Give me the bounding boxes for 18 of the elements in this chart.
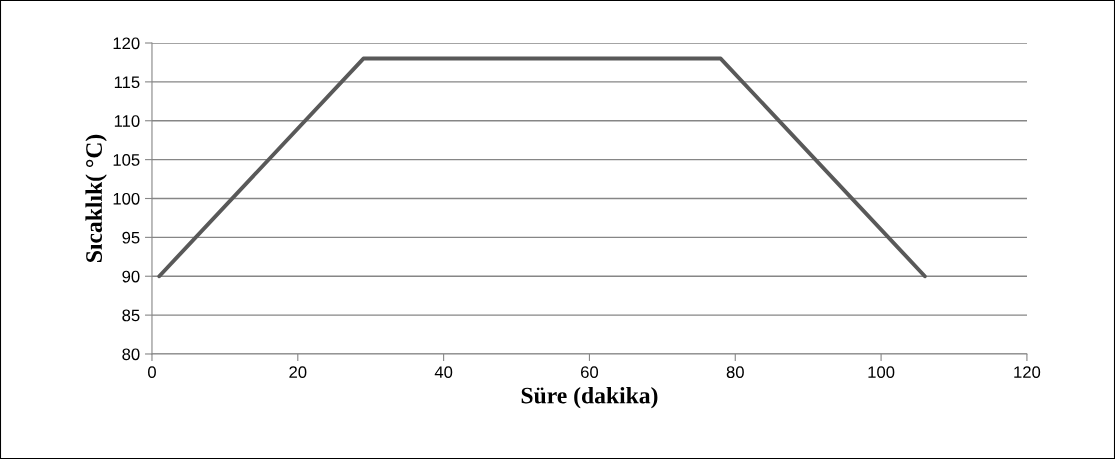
x-tick-label: 100	[868, 366, 895, 379]
y-tick-label: 105	[113, 154, 140, 166]
y-tick-label: 90	[122, 270, 140, 283]
y-tick-label: 95	[122, 231, 140, 244]
x-tick-label: 0	[147, 366, 156, 379]
x-tick-label: 60	[581, 366, 599, 379]
y-tick-label: 120	[113, 37, 140, 50]
x-tick-label: 20	[289, 366, 307, 379]
x-tick-label: 40	[434, 366, 453, 379]
y-tick-label: 115	[114, 76, 140, 89]
y-tick-label: 110	[114, 115, 140, 127]
y-axis-title: Sıcaklık( °C)	[85, 134, 107, 262]
y-tick-label: 100	[113, 192, 140, 205]
y-tick-label: 85	[122, 309, 140, 322]
y-tick-label: 80	[122, 348, 140, 361]
x-tick-label: 120	[1014, 366, 1041, 379]
x-tick-label: 80	[726, 366, 744, 379]
x-axis-title: Süre (dakika)	[521, 386, 658, 409]
